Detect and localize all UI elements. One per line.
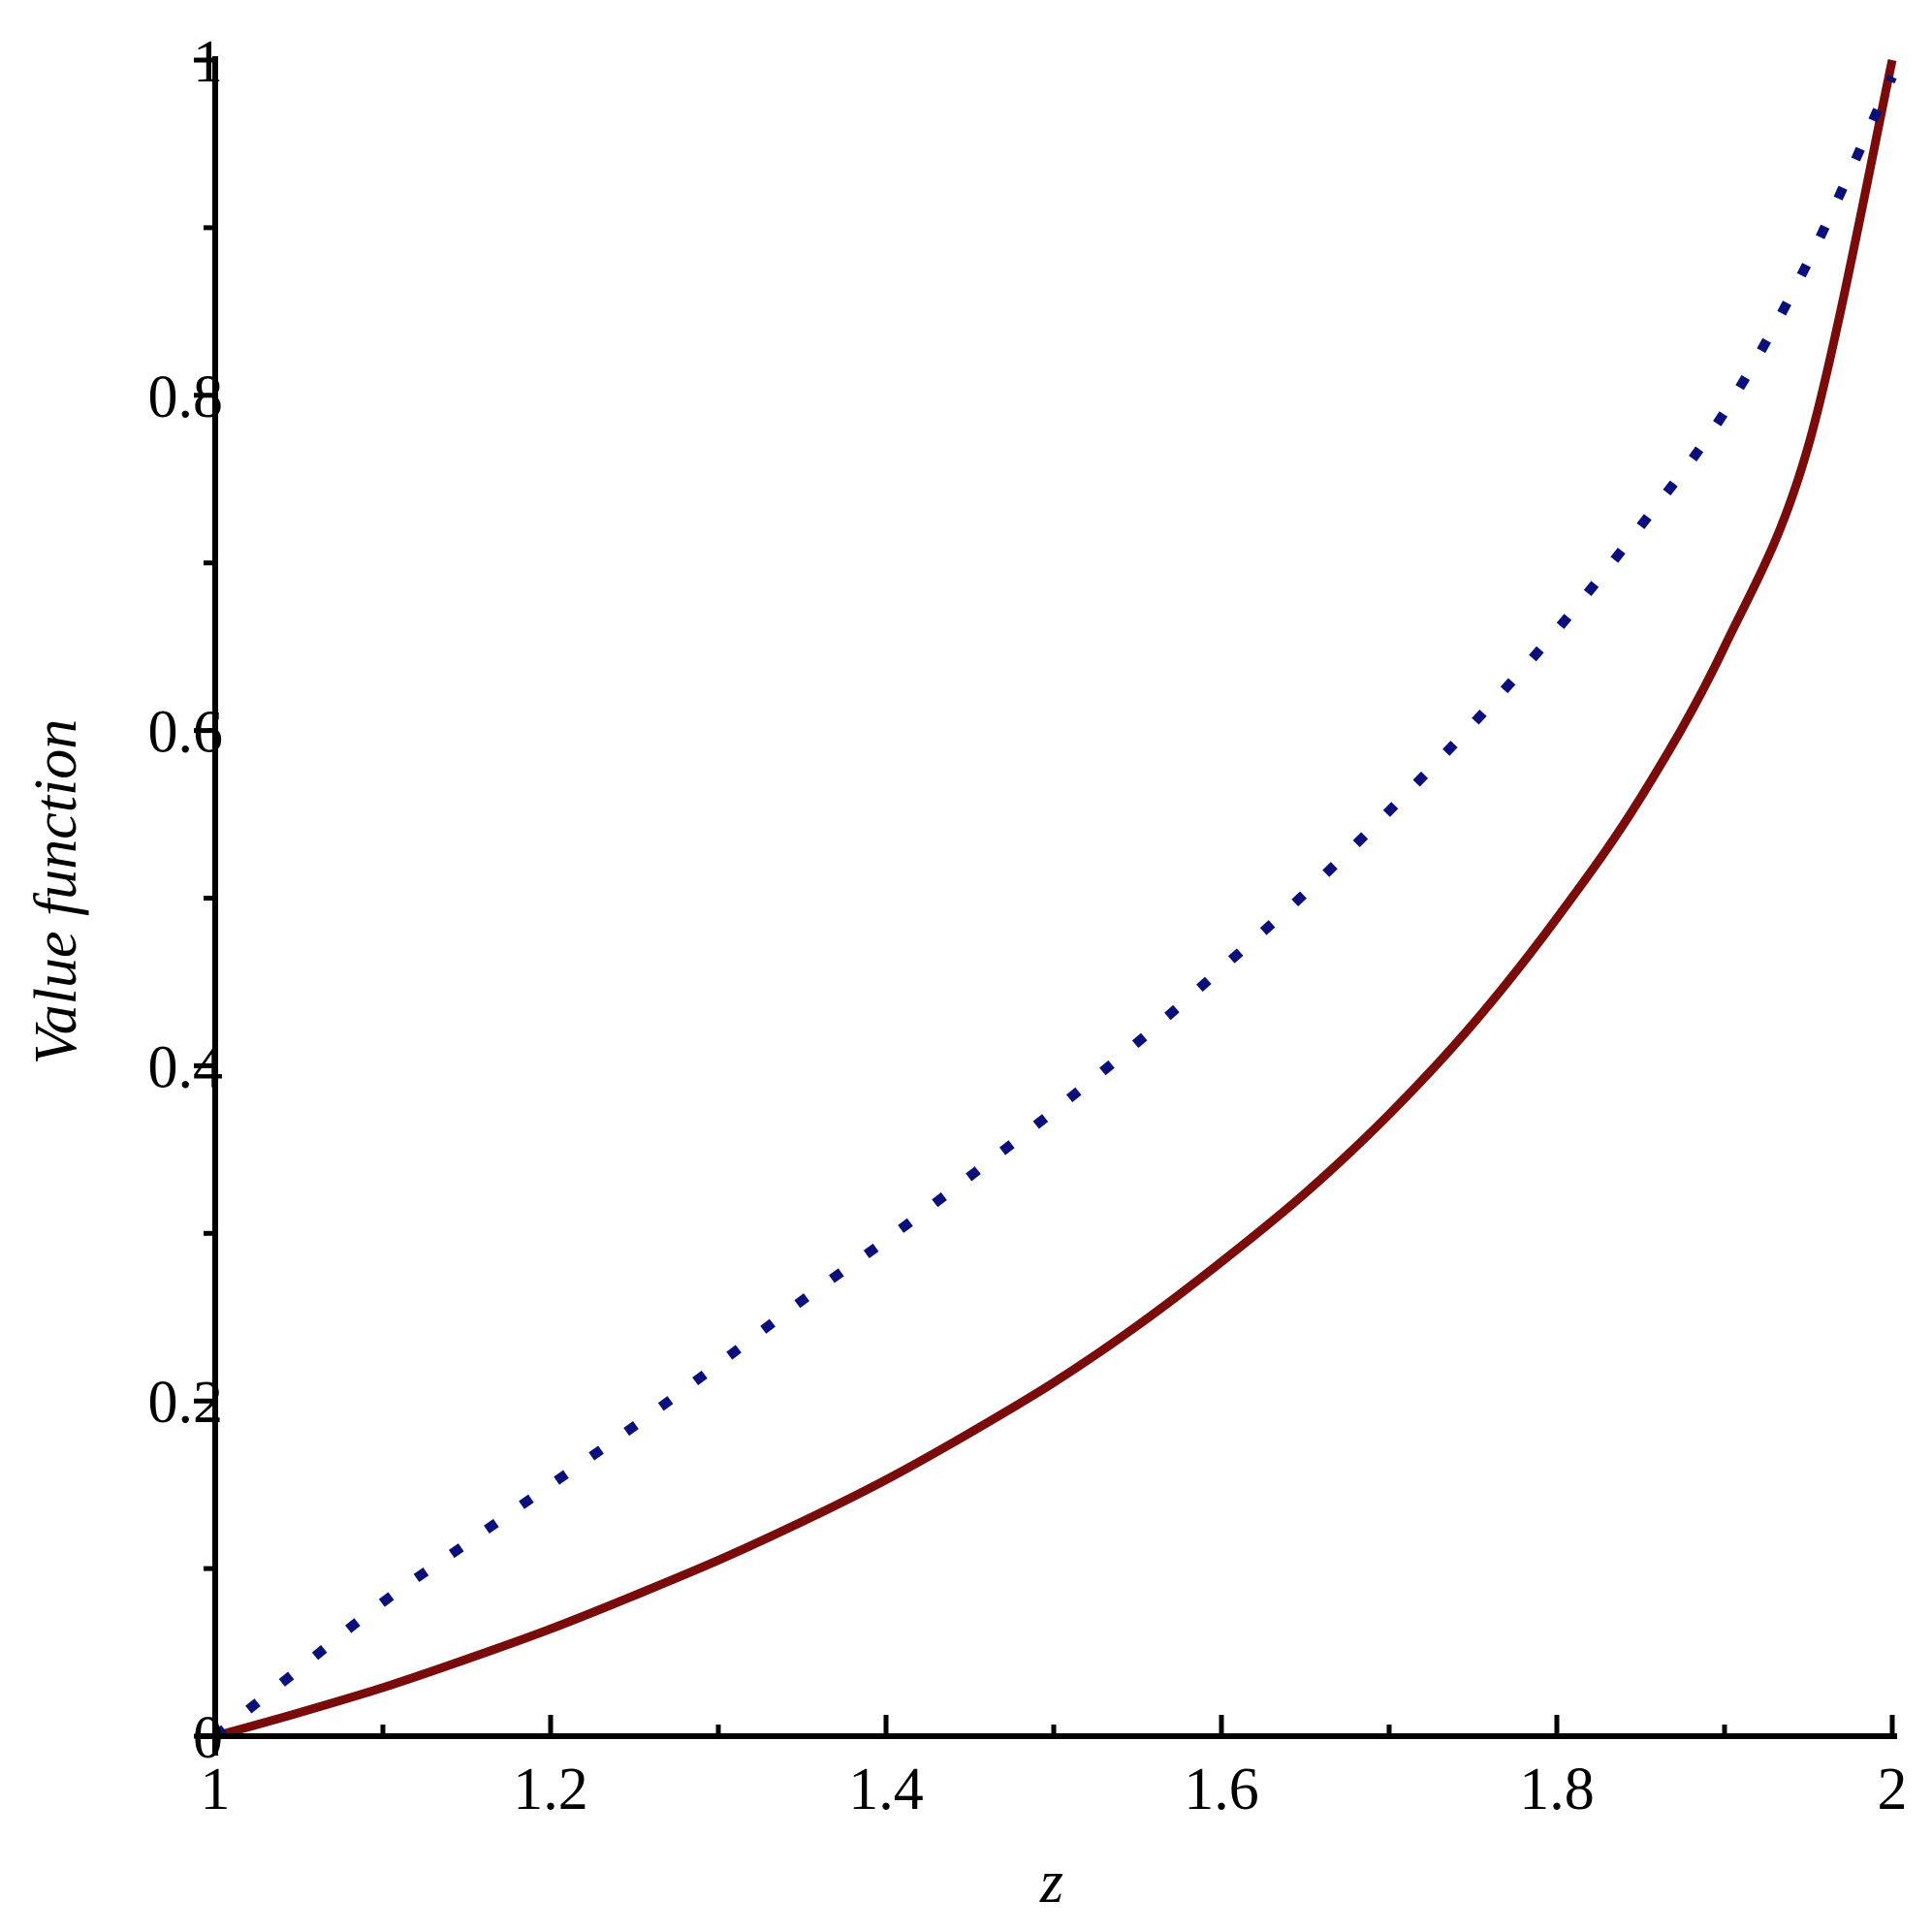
ticks-layer	[194, 57, 1895, 1739]
y-tick-label: 0.4	[148, 1034, 224, 1100]
y-tick-label: 0	[193, 1705, 223, 1771]
solid-series-line	[213, 59, 1897, 1741]
x-tick-label: 1.8	[1519, 1757, 1595, 1822]
tick-labels-layer: 1 1.2 1.4 1.6 1.8 2 0 0.2 0.4 0.6 0.8 1	[148, 29, 1908, 1822]
y-axis-title: Value function	[23, 719, 89, 1064]
series-layer	[211, 59, 1897, 1741]
x-tick-label: 2	[1878, 1757, 1908, 1822]
axes-layer	[196, 56, 1897, 1756]
x-tick-label: 1.4	[848, 1757, 924, 1822]
x-tick-label: 1	[201, 1757, 231, 1822]
y-tick-label: 0.6	[148, 700, 224, 766]
x-axis-title: z	[1039, 1850, 1063, 1916]
y-tick-label: 0.8	[148, 364, 224, 430]
y-tick-label: 1	[193, 29, 223, 95]
y-tick-label: 0.2	[148, 1370, 224, 1436]
x-tick-label: 1.6	[1184, 1757, 1259, 1822]
dotted-series-line	[211, 75, 1897, 1740]
x-tick-label: 1.2	[513, 1757, 588, 1822]
